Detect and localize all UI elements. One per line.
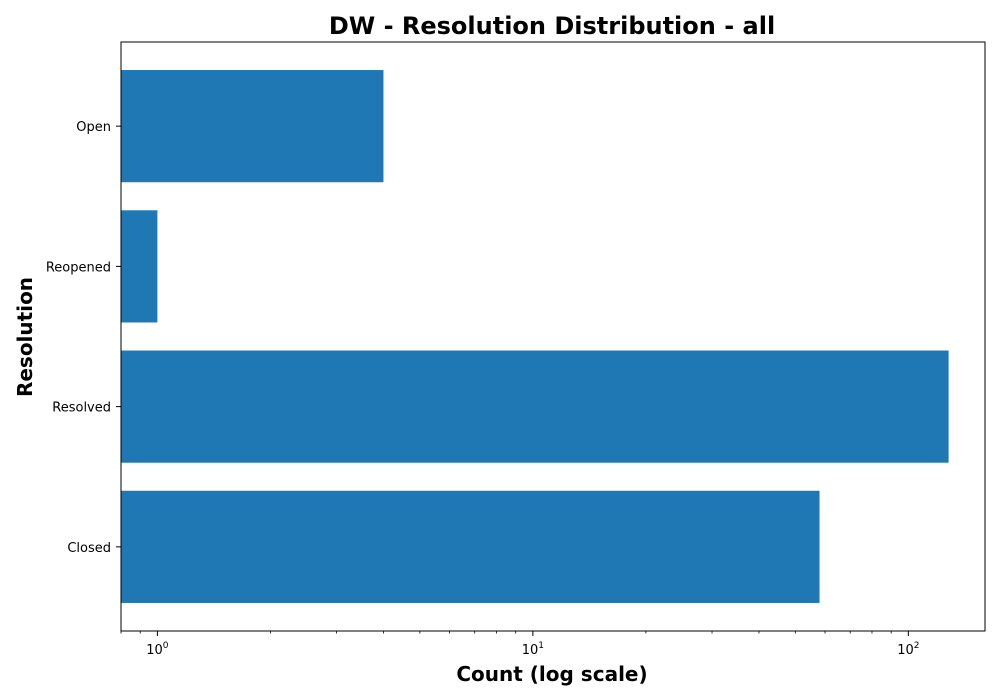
x-axis-label: Count (log scale) [456,662,647,686]
bar-resolved [121,350,949,463]
bar-closed [121,490,820,603]
bar-open [121,70,384,183]
plot-frame [120,41,986,632]
x-tick-label: 102 [897,641,919,658]
y-tick-label: Closed [67,541,111,556]
y-tick-label: Resolved [52,401,111,416]
y-tick-label: Open [76,120,111,135]
bar-reopened [121,210,158,323]
x-tick-label: 101 [522,641,544,658]
y-tick-label: Reopened [46,260,111,275]
chart-title: DW - Resolution Distribution - all [329,12,775,40]
plot-area: Open Reopened Resolved Closed 100 101 102 [46,41,986,658]
y-axis-label: Resolution [13,277,37,397]
x-tick-label: 100 [146,641,169,658]
